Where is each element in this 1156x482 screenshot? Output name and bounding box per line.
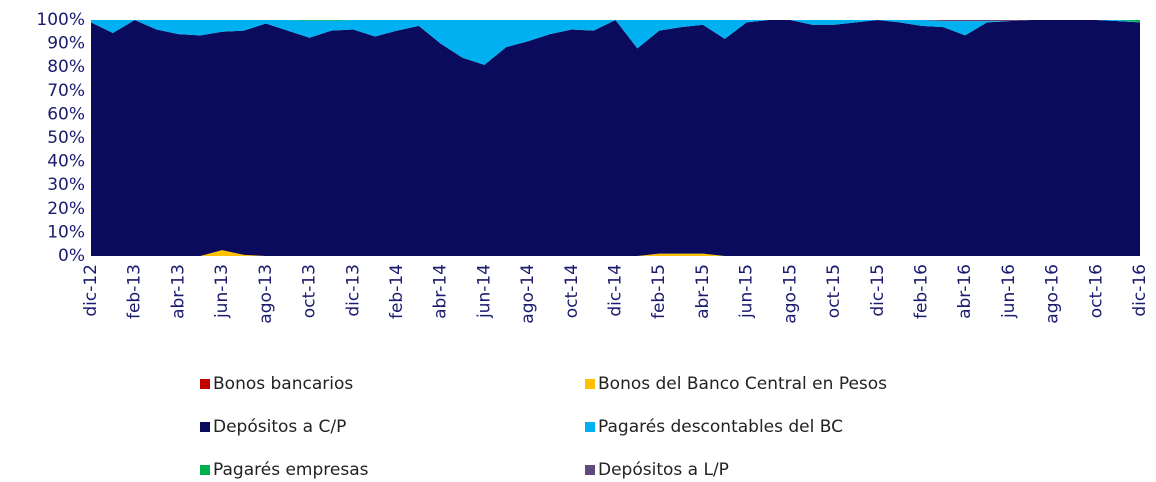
x-tick-label: jun-13 [212,264,232,319]
x-tick-label: oct-14 [562,264,582,318]
legend-label: Bonos bancarios [213,374,353,394]
y-tick-label: 20% [47,199,85,219]
x-tick-label: abr-13 [168,264,188,319]
x-tick-label: jun-14 [474,264,494,319]
legend-swatch [585,379,595,389]
x-tick-label: dic-15 [868,264,888,317]
x-tick-label: dic-12 [81,264,101,317]
legend-label: Depósitos a L/P [598,460,729,480]
y-tick-label: 0% [58,246,85,266]
legend-label: Bonos del Banco Central en Pesos [598,374,887,394]
y-tick-label: 10% [47,222,85,242]
x-tick-label: feb-16 [911,264,931,319]
x-tick-label: feb-13 [125,264,145,319]
legend-swatch [585,422,595,432]
legend-label: Pagarés descontables del BC [598,417,843,437]
legend-label: Pagarés empresas [213,460,369,480]
y-tick-label: 50% [47,128,85,148]
y-tick-label: 30% [47,175,85,195]
x-tick-label: ago-15 [780,264,800,324]
legend-swatch [200,379,210,389]
legend-label: Depósitos a C/P [213,417,346,437]
x-tick-label: dic-13 [343,264,363,317]
y-tick-label: 90% [47,34,85,54]
legend-swatch [200,422,210,432]
x-tick-label: abr-15 [693,264,713,319]
x-tick-label: oct-16 [1086,264,1106,318]
area [91,20,1140,65]
y-tick-label: 60% [47,104,85,124]
x-tick-label: jun-15 [737,264,757,319]
x-tick-label: ago-13 [256,264,276,324]
y-tick-label: 70% [47,81,85,101]
x-tick-label: abr-14 [431,264,451,319]
x-tick-label: ago-14 [518,264,538,324]
x-tick-label: dic-14 [606,264,626,317]
legend-swatch [200,465,210,475]
x-tick-label: ago-16 [1043,264,1063,324]
x-tick-label: feb-15 [649,264,669,319]
x-tick-label: dic-16 [1130,264,1150,317]
x-tick-label: oct-13 [300,264,320,318]
area [91,20,1140,256]
x-tick-label: jun-16 [999,264,1019,319]
x-tick-label: feb-14 [387,264,407,319]
x-tick-label: oct-15 [824,264,844,318]
y-tick-label: 40% [47,152,85,172]
y-tick-label: 80% [47,57,85,77]
y-tick-label: 100% [36,10,85,30]
legend-swatch [585,465,595,475]
x-tick-label: abr-16 [955,264,975,319]
